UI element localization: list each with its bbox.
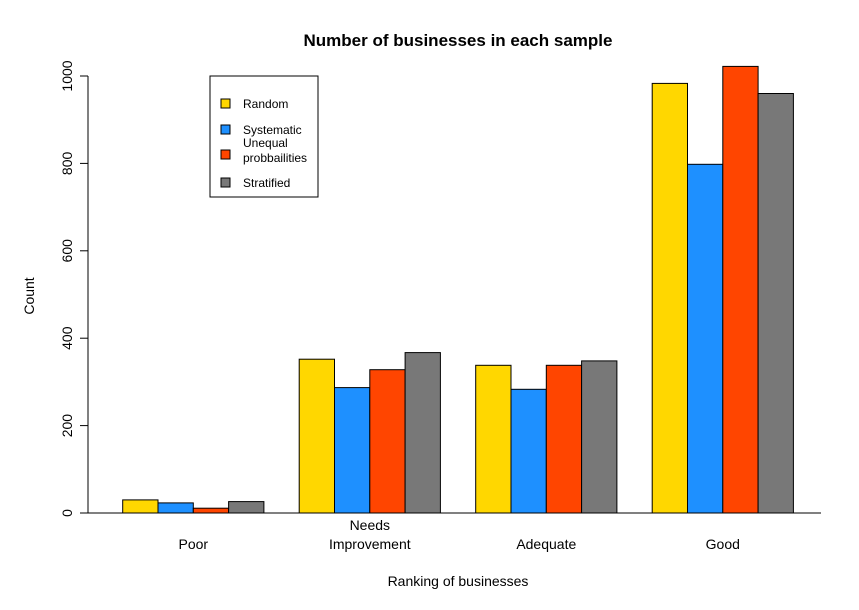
y-axis-title: Count [21,277,37,314]
y-tick-label: 1000 [59,60,75,91]
bar-random-2 [475,364,512,514]
x-tick-label: Poor [179,536,209,552]
legend-swatch-unequal-probbailities [220,149,231,160]
bar-unequal-probbailities-3 [722,65,759,514]
bar-unequal-probbailities-1 [369,369,406,514]
legend-label: Unequal probbailities [243,136,307,165]
y-tick-label: 600 [59,239,75,263]
x-tick-label: Adequate [516,536,576,552]
bar-stratified-0 [228,501,265,514]
y-tick-label: 400 [59,326,75,350]
bar-random-0 [122,499,159,514]
legend-label: Systematic [243,123,302,137]
y-tick-label: 800 [59,152,75,176]
legend-swatch-systematic [220,124,231,135]
bar-systematic-2 [510,388,547,514]
bar-random-1 [298,358,336,514]
legend-label: Stratified [243,176,290,190]
y-tick-label: 0 [59,509,75,517]
y-axis: 0 200 400 600 800 1000 [59,60,89,517]
chart-title: Number of businesses in each sample [304,31,613,50]
bar-systematic-1 [334,387,371,514]
bar-systematic-3 [687,163,724,514]
legend-box [209,75,319,198]
bar-stratified-1 [404,352,441,514]
legend-swatch-random [220,98,231,109]
bar-stratified-3 [757,93,794,514]
bar-unequal-probbailities-0 [192,507,230,514]
x-tick-label: Needs Improvement [329,517,411,552]
bar-unequal-probbailities-2 [545,364,583,514]
bars-group [122,65,794,514]
x-tick-label: Good [706,536,740,552]
bar-stratified-2 [581,360,618,514]
bar-random-3 [651,82,689,514]
x-axis-labels: Poor Needs Improvement Adequate Good [179,517,740,552]
legend-swatch-stratified [220,177,231,188]
bar-systematic-0 [157,502,194,514]
y-tick-label: 200 [59,414,75,438]
legend-label: Random [243,97,288,111]
x-axis-title: Ranking of businesses [388,573,529,589]
